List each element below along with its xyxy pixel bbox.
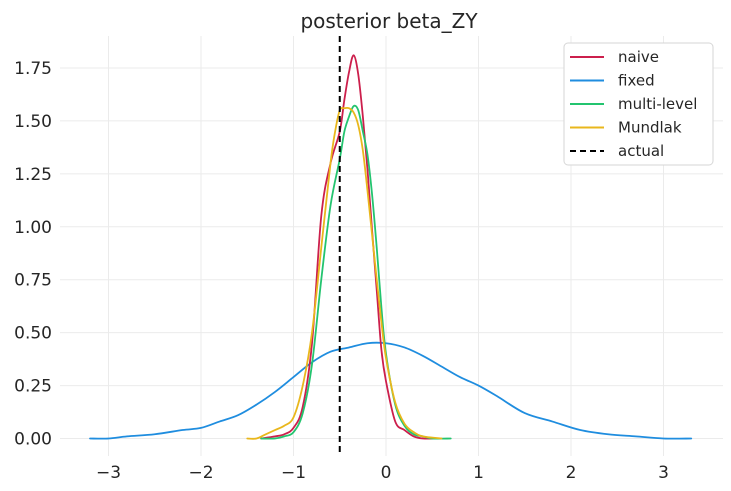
x-tick-label: −2 xyxy=(188,463,213,483)
grid xyxy=(60,36,723,456)
y-tick-label: 1.50 xyxy=(14,112,52,132)
y-tick-label: 1.00 xyxy=(14,218,52,238)
y-tick-label: 1.25 xyxy=(14,165,52,185)
y-tick-label: 0.50 xyxy=(14,324,52,344)
x-tick-label: −1 xyxy=(281,463,306,483)
x-tick-labels: −3 −2 −1 0 1 2 3 xyxy=(96,463,669,483)
x-tick-label: −3 xyxy=(96,463,121,483)
series-line-fixed xyxy=(89,341,693,440)
x-tick-label: 2 xyxy=(566,463,577,483)
legend-box xyxy=(563,42,714,166)
legend: naive fixed multi-level Mundlak actual xyxy=(563,42,714,166)
legend-label-fixed: fixed xyxy=(618,72,655,90)
legend-label-naive: naive xyxy=(618,48,659,66)
y-tick-label: 0.25 xyxy=(14,377,52,397)
x-tick-label: 1 xyxy=(473,463,484,483)
y-tick-labels: 0.00 0.25 0.50 0.75 1.00 1.25 1.50 1.75 xyxy=(14,59,52,450)
x-tick-label: 0 xyxy=(381,463,392,483)
legend-label-actual: actual xyxy=(618,142,664,160)
legend-label-multi-level: multi-level xyxy=(618,95,697,113)
series-lines xyxy=(89,54,693,440)
y-tick-label: 0.75 xyxy=(14,271,52,291)
chart-title: posterior beta_ZY xyxy=(300,9,478,33)
series-line-multi-level xyxy=(260,104,452,440)
y-tick-label: 1.75 xyxy=(14,59,52,79)
legend-label-mundlak: Mundlak xyxy=(618,119,682,137)
series-line-mundlak xyxy=(246,106,443,440)
x-tick-label: 3 xyxy=(658,463,669,483)
series-line-naive xyxy=(260,54,438,440)
y-tick-label: 0.00 xyxy=(14,430,52,450)
